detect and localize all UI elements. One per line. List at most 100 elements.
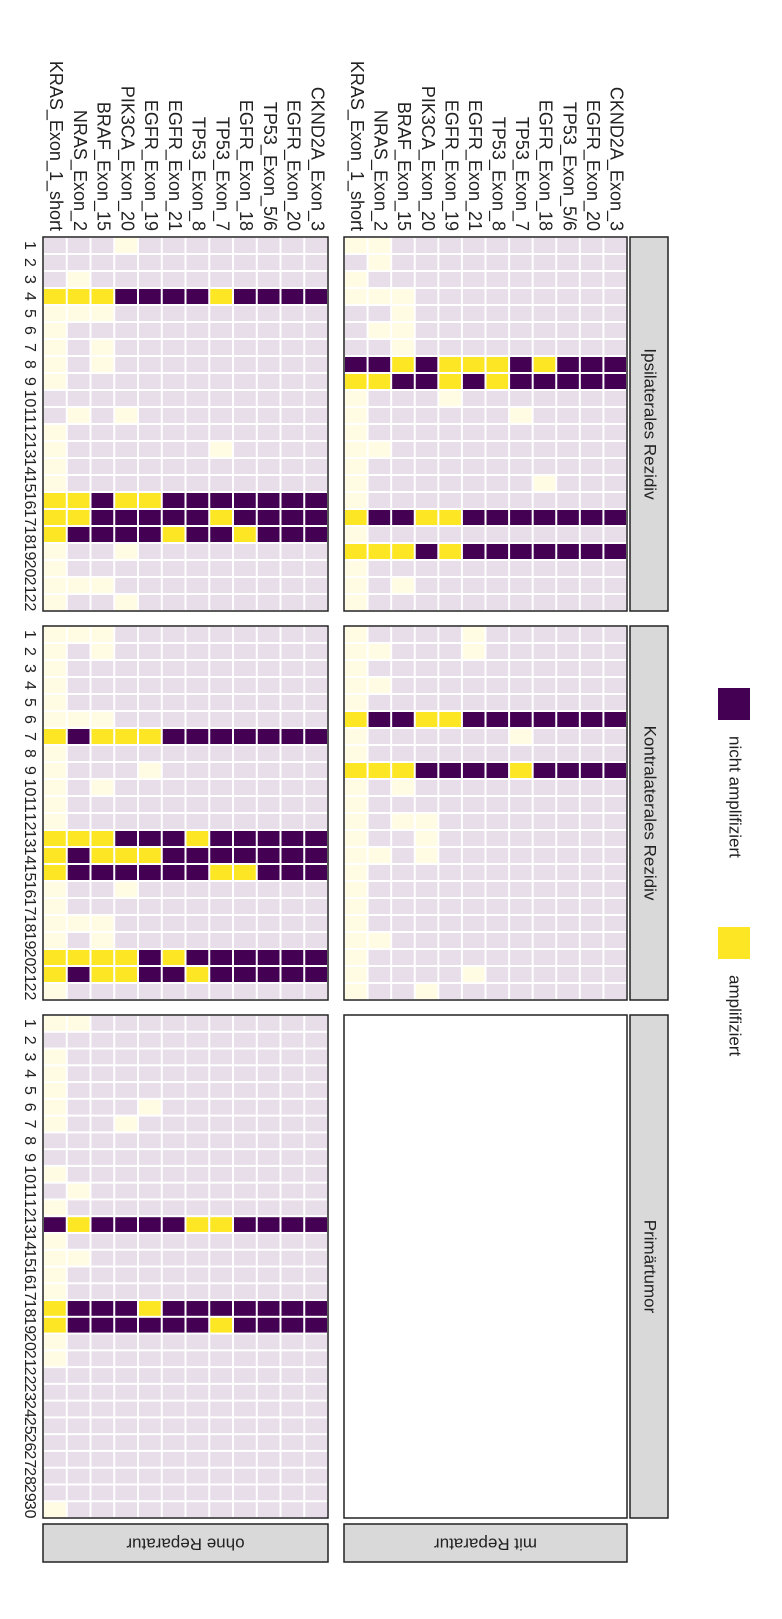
tile xyxy=(557,527,579,542)
tile xyxy=(510,340,532,355)
tile xyxy=(234,323,256,338)
tile xyxy=(115,340,137,355)
tile xyxy=(234,1502,256,1517)
panel-border xyxy=(343,625,628,1001)
tile xyxy=(368,780,391,795)
tile xyxy=(234,695,256,710)
tile xyxy=(186,797,209,812)
tile xyxy=(392,272,414,287)
tile xyxy=(281,1384,304,1400)
tile xyxy=(234,1116,256,1132)
tile xyxy=(510,272,532,287)
strip-label: Ipsilaterales Rezidiv xyxy=(641,348,660,500)
tile xyxy=(557,831,579,846)
tile xyxy=(281,746,304,761)
tile xyxy=(604,644,626,659)
tile xyxy=(44,1217,66,1232)
tile xyxy=(67,746,90,761)
tile xyxy=(533,678,556,693)
tile xyxy=(234,510,256,525)
tile xyxy=(257,459,280,474)
tile xyxy=(162,797,185,812)
tile xyxy=(44,627,66,642)
tile xyxy=(67,595,90,610)
tile xyxy=(44,1418,66,1434)
tile xyxy=(305,1016,327,1031)
sample-label: 4 xyxy=(21,681,38,690)
tile xyxy=(281,712,304,727)
sample-label: 5 xyxy=(21,309,38,318)
tile xyxy=(67,1334,90,1350)
tile xyxy=(557,729,579,744)
tile xyxy=(580,238,603,253)
tile xyxy=(257,476,280,491)
tile xyxy=(281,1334,304,1350)
tile xyxy=(210,967,232,982)
tile xyxy=(257,391,280,406)
tile xyxy=(91,814,114,829)
tile xyxy=(305,493,327,508)
tile xyxy=(44,493,66,508)
tile xyxy=(345,950,367,965)
tile xyxy=(305,933,327,948)
tile xyxy=(486,561,509,576)
tile xyxy=(139,1032,161,1048)
tile xyxy=(257,1200,280,1216)
tile xyxy=(604,814,626,829)
tile xyxy=(486,644,509,659)
tile xyxy=(67,1183,90,1199)
tile xyxy=(462,323,485,338)
tile xyxy=(281,1284,304,1300)
tile xyxy=(115,595,137,610)
tile xyxy=(91,1032,114,1048)
tile xyxy=(604,712,626,727)
tile xyxy=(462,561,485,576)
tile xyxy=(439,865,461,880)
tile xyxy=(186,408,209,423)
tile xyxy=(392,814,414,829)
tile xyxy=(557,695,579,710)
tile xyxy=(44,882,66,897)
tile xyxy=(281,933,304,948)
tile xyxy=(44,544,66,559)
tile xyxy=(210,357,232,372)
tile xyxy=(305,644,327,659)
tile xyxy=(91,442,114,457)
tile xyxy=(44,1317,66,1333)
tile xyxy=(510,425,532,440)
tile xyxy=(67,578,90,593)
tile xyxy=(557,763,579,778)
tile xyxy=(305,510,327,525)
sample-label: 15 xyxy=(21,475,38,493)
tile xyxy=(580,814,603,829)
tile xyxy=(186,1099,209,1115)
tile xyxy=(305,1351,327,1367)
tile xyxy=(210,1351,232,1367)
tile xyxy=(257,899,280,914)
tile xyxy=(462,899,485,914)
tile xyxy=(415,916,438,931)
tile xyxy=(305,661,327,676)
tile xyxy=(533,476,556,491)
tile xyxy=(67,1384,90,1400)
sample-label: 7 xyxy=(21,732,38,741)
tile xyxy=(44,865,66,880)
tile xyxy=(139,408,161,423)
tile xyxy=(439,306,461,321)
tile xyxy=(186,763,209,778)
tile xyxy=(510,950,532,965)
tile xyxy=(186,340,209,355)
tile xyxy=(368,408,391,423)
tile xyxy=(67,527,90,542)
tile xyxy=(281,1485,304,1501)
tile xyxy=(368,493,391,508)
tile xyxy=(305,238,327,253)
tile xyxy=(604,561,626,576)
tile xyxy=(533,950,556,965)
tile xyxy=(234,561,256,576)
sample-label: 8 xyxy=(21,749,38,758)
tile xyxy=(234,1099,256,1115)
tile xyxy=(257,1116,280,1132)
tile xyxy=(162,644,185,659)
tile xyxy=(91,1317,114,1333)
